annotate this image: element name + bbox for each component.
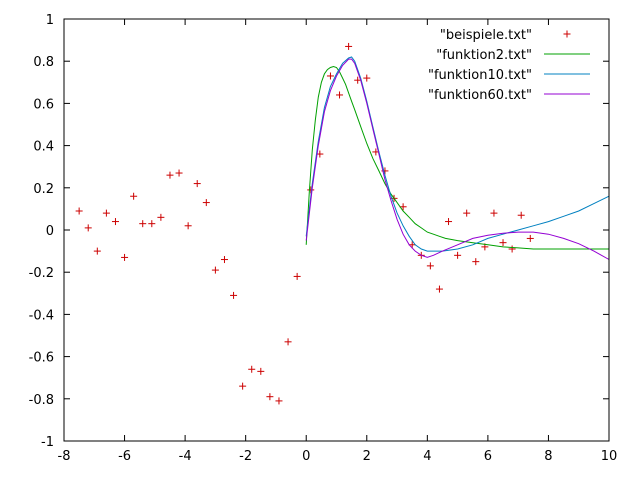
data-point (363, 74, 371, 82)
legend-label: "funktion2.txt" (436, 48, 532, 63)
y-tick-label: -0.4 (29, 308, 54, 323)
data-point (75, 207, 83, 215)
data-point (517, 211, 525, 219)
x-tick-label: -6 (118, 449, 131, 464)
data-point (111, 218, 119, 226)
data-point (93, 247, 101, 255)
y-tick-label: 0.2 (33, 182, 54, 197)
data-point (284, 338, 292, 346)
legend: "beispiele.txt" "funktion2.txt" "funktion1… (428, 28, 590, 103)
legend-label: "funktion60.txt" (428, 88, 532, 103)
data-point (326, 72, 334, 80)
data-point (248, 365, 256, 373)
data-point (130, 192, 138, 200)
x-tick-label: 6 (484, 449, 492, 464)
data-point (499, 239, 507, 247)
x-tick-label: 4 (423, 449, 431, 464)
data-point (336, 91, 344, 99)
data-point (102, 209, 110, 217)
data-point (472, 258, 480, 266)
data-point (121, 253, 129, 261)
data-point (307, 186, 315, 194)
data-point (399, 203, 407, 211)
data-point (266, 393, 274, 401)
data-point (84, 224, 92, 232)
y-tick-label: 1 (46, 13, 54, 28)
data-point (426, 262, 434, 270)
data-point (526, 234, 534, 242)
axis-ticks: -8 -6 -4 -2 0 2 4 6 8 10 -1 -0.8 -0.6 -0.4 -0.2 0 0.2 0.4… (29, 13, 618, 464)
legend-label: "beispiele.txt" (440, 28, 532, 43)
x-tick-label: 8 (544, 449, 552, 464)
data-point (157, 213, 165, 221)
series-line-2 (305, 56, 610, 252)
data-point (354, 76, 362, 84)
y-tick-label: -0.8 (29, 393, 54, 408)
data-point (275, 397, 283, 405)
y-tick-label: 0.6 (33, 97, 54, 112)
data-point (139, 220, 147, 228)
x-tick-label: -2 (239, 449, 252, 464)
data-point (184, 222, 192, 230)
data-point (490, 209, 498, 217)
series-line-3 (305, 58, 610, 260)
plot-series (75, 42, 610, 405)
legend-label: "funktion10.txt" (428, 68, 532, 83)
data-point (148, 220, 156, 228)
data-point (463, 209, 471, 217)
x-tick-label: 2 (363, 449, 371, 464)
data-point (445, 218, 453, 226)
data-point (230, 291, 238, 299)
data-point (166, 171, 174, 179)
data-point (239, 382, 247, 390)
x-tick-label: -4 (179, 449, 192, 464)
data-point (202, 199, 210, 207)
data-point (454, 251, 462, 259)
data-point (345, 42, 353, 50)
y-tick-label: -0.6 (29, 351, 54, 366)
x-tick-label: 0 (302, 449, 310, 464)
data-point (211, 266, 219, 274)
data-point (293, 272, 301, 280)
x-tick-label: -8 (58, 449, 71, 464)
data-point (257, 367, 265, 375)
y-tick-label: 0.4 (33, 140, 54, 155)
data-point (220, 256, 228, 264)
y-tick-label: -0.2 (29, 266, 54, 281)
y-tick-label: 0.8 (33, 55, 54, 70)
data-point (508, 245, 516, 253)
y-tick-label: -1 (41, 435, 54, 450)
x-tick-label: 10 (601, 449, 618, 464)
data-point (193, 180, 201, 188)
y-tick-label: 0 (46, 224, 54, 239)
legend-marker (563, 30, 571, 38)
data-point (175, 169, 183, 177)
data-point (435, 285, 443, 293)
